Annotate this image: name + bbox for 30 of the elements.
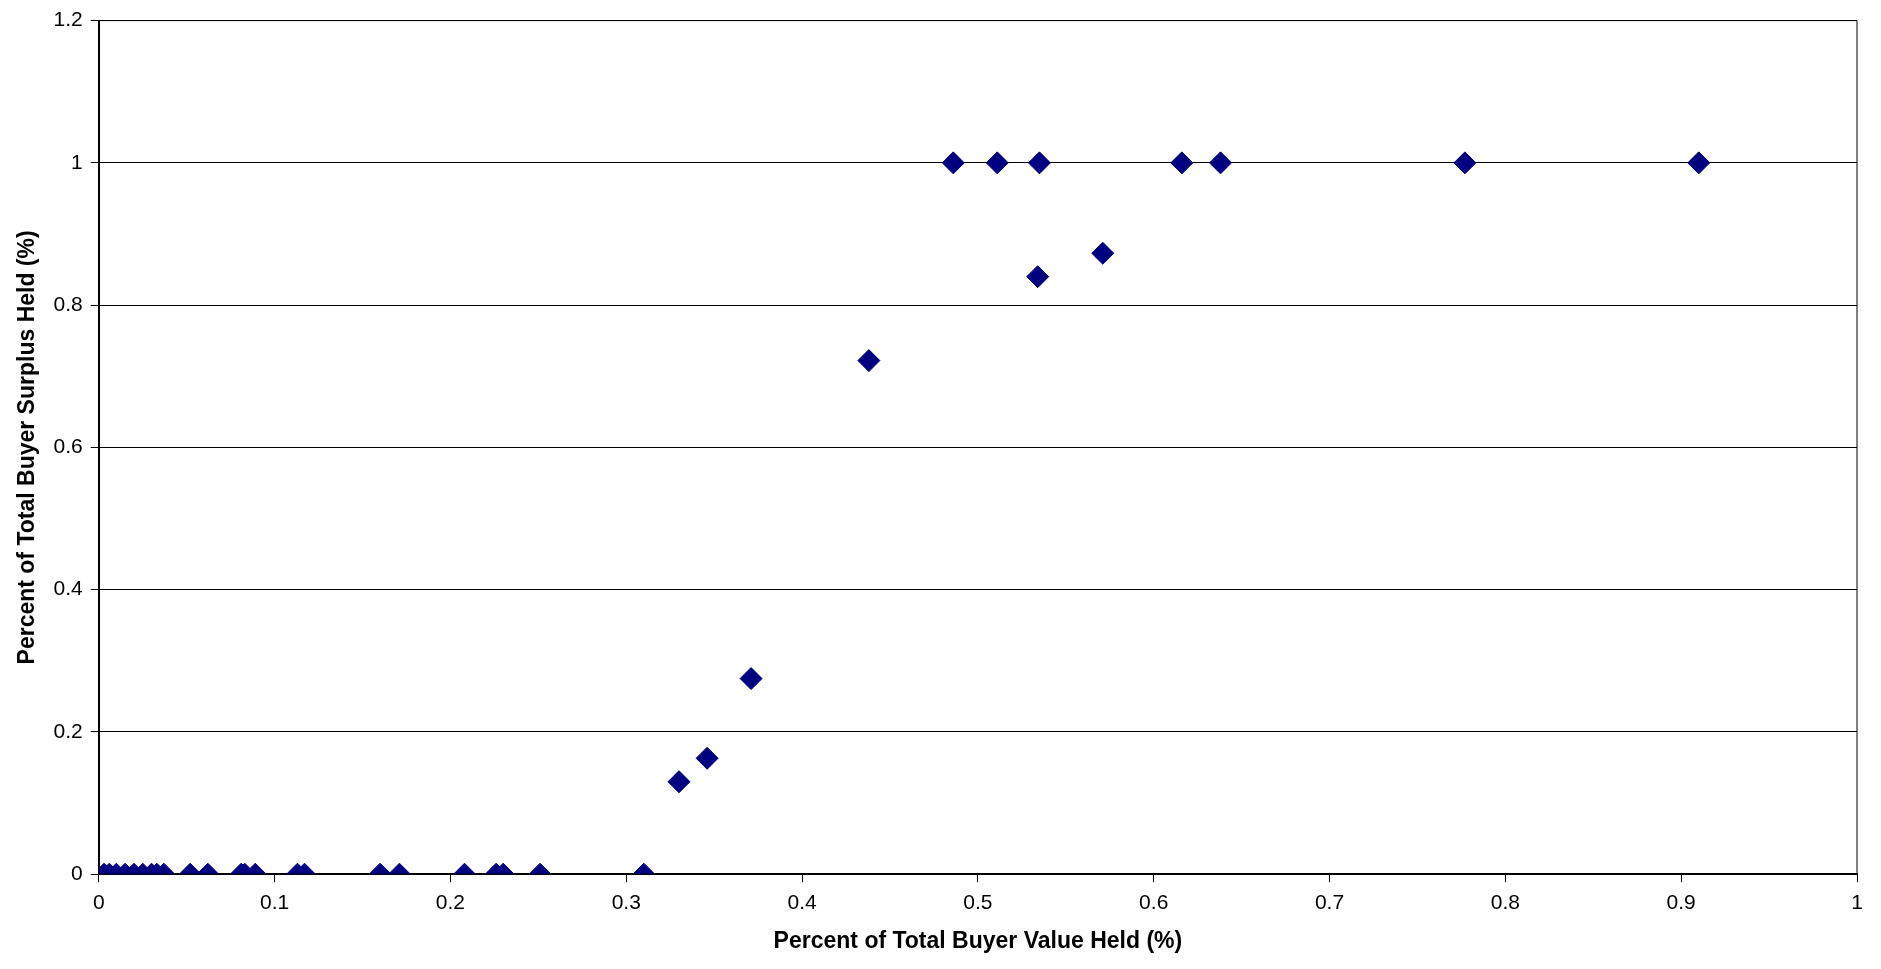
x-axis-title: Percent of Total Buyer Value Held (%) xyxy=(773,926,1183,953)
point xyxy=(1170,151,1194,175)
x-tick-label: 0.2 xyxy=(435,889,466,913)
x-tick-label: 0.6 xyxy=(1139,889,1169,913)
point xyxy=(1209,151,1233,175)
point xyxy=(985,151,1009,175)
point xyxy=(857,349,881,373)
y-tick-label: 0.4 xyxy=(53,576,84,600)
x-tick-label: 0.7 xyxy=(1314,889,1345,913)
x-tick-label: 0 xyxy=(92,889,105,913)
x-tick-label: 0.3 xyxy=(611,889,641,913)
x-tick-label: 0.8 xyxy=(1490,889,1520,913)
y-tick-label: 1.2 xyxy=(53,7,83,31)
point xyxy=(1687,151,1711,175)
point xyxy=(1026,265,1050,289)
x-tick-label: 0.5 xyxy=(963,889,993,913)
x-tick-label: 0.9 xyxy=(1666,889,1696,913)
point xyxy=(1091,241,1115,265)
y-tick-label: 0 xyxy=(71,861,83,884)
y-tick-label: 1 xyxy=(71,149,83,173)
point xyxy=(941,151,965,175)
point xyxy=(1453,151,1477,175)
x-tick-label: 1 xyxy=(1851,889,1863,913)
y-tick-label: 0.2 xyxy=(53,718,83,742)
y-axis-title: Percent of Total Buyer Surplus Held (%) xyxy=(13,230,40,665)
y-tick-label: 0.8 xyxy=(53,291,83,315)
y-tick-label: 0.6 xyxy=(53,434,83,458)
point xyxy=(1027,151,1051,175)
x-tick-label: 0.4 xyxy=(787,889,817,913)
x-tick-label: 0.1 xyxy=(260,889,290,913)
